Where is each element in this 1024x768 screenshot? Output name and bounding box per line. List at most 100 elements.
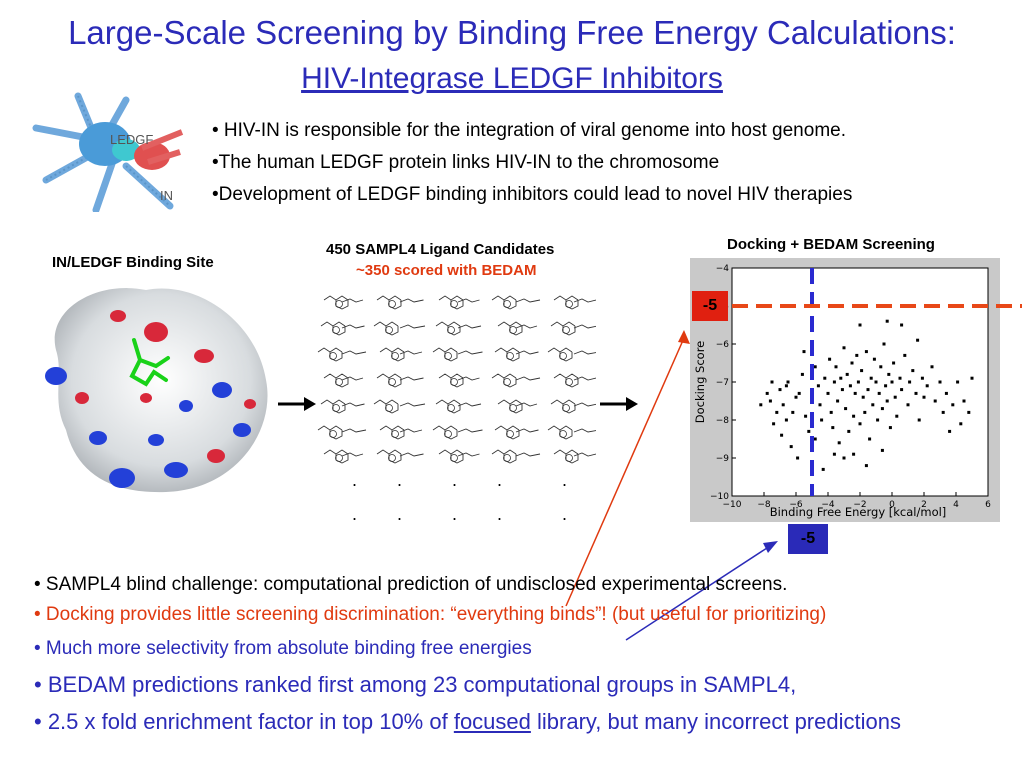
y-tick-label: −4 xyxy=(716,264,730,274)
x-tick-label: −6 xyxy=(789,500,803,510)
ligands-subtitle: ~350 scored with BEDAM xyxy=(356,262,537,279)
data-point xyxy=(880,407,884,411)
ligand-structure xyxy=(379,347,423,362)
ligand-ring xyxy=(450,378,458,386)
x-tick-label: −2 xyxy=(853,500,866,510)
ligand-structure xyxy=(432,425,483,440)
slide-title: Large-Scale Screening by Binding Free En… xyxy=(68,14,956,51)
data-point xyxy=(807,429,811,433)
ligand-ring xyxy=(385,404,393,412)
data-point xyxy=(900,388,904,392)
ligand-structure xyxy=(323,449,364,464)
ligand-structure xyxy=(376,449,424,464)
ligand-ring xyxy=(388,300,396,308)
ligand-ring xyxy=(450,300,458,308)
ligand-structure xyxy=(438,295,480,310)
data-point xyxy=(898,376,902,380)
binding-site-label: IN/LEDGF Binding Site xyxy=(52,254,214,271)
data-point xyxy=(967,410,971,414)
data-point xyxy=(842,456,846,460)
data-point xyxy=(908,380,912,384)
data-point xyxy=(778,388,782,392)
data-point xyxy=(911,369,915,373)
y-tick-label: −8 xyxy=(716,416,730,426)
data-point xyxy=(876,418,880,422)
ligand-ellipsis: . . . . . xyxy=(352,470,568,490)
data-point xyxy=(842,346,846,350)
data-point xyxy=(917,418,921,422)
ligand-ring xyxy=(332,326,340,334)
ligand-ring xyxy=(329,352,337,360)
ligand-structure xyxy=(317,425,367,440)
data-point xyxy=(804,414,808,418)
data-point xyxy=(800,372,804,376)
ligand-structure xyxy=(494,347,539,362)
x-axis-label: Binding Free Energy [kcal/mol] xyxy=(770,505,947,519)
x-tick-label: −4 xyxy=(821,500,835,510)
data-point xyxy=(962,399,966,403)
ligand-structure xyxy=(373,321,426,336)
data-point xyxy=(765,391,769,395)
data-point xyxy=(890,380,894,384)
ligand-structure xyxy=(494,425,539,440)
data-point xyxy=(930,365,934,369)
data-point xyxy=(772,422,776,426)
ligand-ring xyxy=(385,326,393,334)
ligand-ring xyxy=(562,326,570,334)
data-point xyxy=(920,376,924,380)
ligand-ring xyxy=(506,430,514,438)
bottom-bullet-5: • 2.5 x fold enrichment factor in top 10… xyxy=(34,709,901,734)
x-tick-label: 6 xyxy=(985,500,991,510)
data-point xyxy=(802,350,806,354)
ligand-ring xyxy=(565,300,573,308)
y-axis-label: Docking Score xyxy=(693,341,707,424)
ligand-ring xyxy=(503,300,511,308)
data-point xyxy=(916,338,920,342)
data-point xyxy=(885,399,889,403)
x-tick-label: 4 xyxy=(953,500,959,510)
data-point xyxy=(900,323,904,327)
data-point xyxy=(796,456,800,460)
ligand-structure xyxy=(317,347,367,362)
ligand-ring xyxy=(506,352,514,360)
data-point xyxy=(828,357,832,361)
data-point xyxy=(933,399,937,403)
top-bullet-3: •Development of LEDGF binding inhibitors… xyxy=(212,184,853,205)
ligand-ring xyxy=(509,326,517,334)
data-point xyxy=(832,452,836,456)
data-point xyxy=(879,365,883,369)
ligand-ring xyxy=(335,300,343,308)
ligand-structure xyxy=(376,373,424,388)
data-point xyxy=(888,426,892,430)
data-point xyxy=(840,388,844,392)
data-point xyxy=(826,391,830,395)
ligand-structure xyxy=(553,373,596,388)
data-point xyxy=(858,323,862,327)
data-point xyxy=(866,388,870,392)
ligand-structure xyxy=(553,295,596,310)
ligand-ring xyxy=(444,430,452,438)
docking-threshold-badge: -5 xyxy=(692,291,728,321)
x-tick-label: 2 xyxy=(921,500,927,510)
ligand-ring xyxy=(509,404,517,412)
data-point xyxy=(892,361,896,365)
x-tick-label: −8 xyxy=(757,500,771,510)
data-point xyxy=(864,350,868,354)
data-point xyxy=(893,395,897,399)
ligand-structure xyxy=(379,425,423,440)
ledgf-label: LEDGF xyxy=(110,132,153,147)
slide-subtitle: HIV-Integrase LEDGF Inhibitors xyxy=(301,62,723,95)
data-point xyxy=(780,433,784,437)
bottom-bullet-2: • Docking provides little screening disc… xyxy=(34,604,827,625)
data-point xyxy=(797,391,801,395)
ligand-structure xyxy=(432,347,483,362)
ligand-structure xyxy=(553,449,596,464)
data-point xyxy=(837,441,841,445)
ligand-ring xyxy=(391,352,399,360)
data-point xyxy=(768,399,772,403)
ligand-structure xyxy=(550,321,596,336)
data-point xyxy=(863,410,867,414)
data-point xyxy=(794,395,798,399)
